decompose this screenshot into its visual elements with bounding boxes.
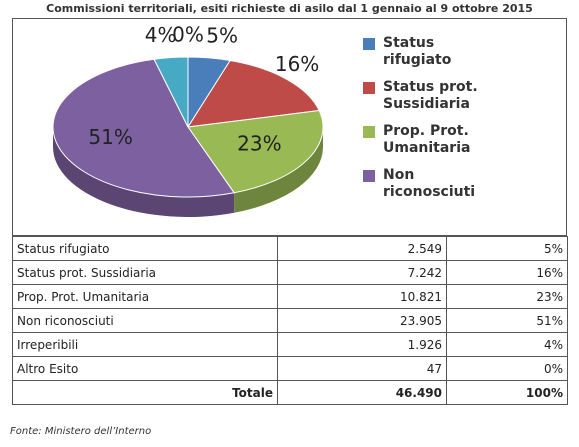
- slice-side: [53, 127, 235, 217]
- table: Status rifugiato 2.549 5% Status prot. Suss…: [12, 236, 568, 405]
- table-cell: 100%: [446, 380, 568, 405]
- legend-entry: Status prot. Sussidiaria: [363, 79, 553, 113]
- pie-chart: 5% 16% 23% 51% 4%0%: [52, 23, 324, 217]
- table-cell: 7.242: [277, 260, 447, 285]
- table-cell: 4%: [446, 332, 568, 357]
- table-cell: 23.905: [277, 308, 447, 333]
- legend-entry: Prop. Prot. Umanitaria: [363, 123, 553, 157]
- data-label: 51%: [88, 125, 132, 149]
- data-label: 5%: [206, 24, 238, 48]
- table-row: Prop. Prot. Umanitaria 10.821 23%: [12, 284, 568, 309]
- table-cell: 10.821: [277, 284, 447, 309]
- table-row: Status prot. Sussidiaria 7.242 16%: [12, 260, 568, 285]
- legend-label: Status prot. Sussidiaria: [383, 79, 478, 112]
- chart-box: 5% 16% 23% 51% 4% 0% Status rifugiato Status p…: [12, 18, 567, 236]
- slice: [187, 109, 324, 194]
- legend-swatch: [363, 38, 375, 50]
- table-row: Status rifugiato 2.549 5%: [12, 236, 568, 261]
- data-label: 23%: [237, 132, 281, 156]
- legend-label: Status rifugiato: [383, 35, 452, 68]
- legend-swatch: [363, 82, 375, 94]
- table-row: Non riconosciuti 23.905 51%: [12, 308, 568, 333]
- table-cell: 0%: [446, 356, 568, 381]
- slice-side: [234, 127, 323, 213]
- legend-swatch: [363, 126, 375, 138]
- table-cell: Status rifugiato: [12, 236, 278, 261]
- legend-entry: Status rifugiato: [363, 35, 553, 69]
- legend: Status rifugiato Status prot. Sussidiaria…: [363, 35, 553, 211]
- table-row: Totale 46.490 100%: [12, 380, 568, 405]
- table-row: Irreperibili 1.926 4%: [12, 332, 568, 357]
- table-cell: 5%: [446, 236, 568, 261]
- source: Fonte: Ministero dell’Interno: [10, 426, 152, 437]
- legend-label: Non riconosciuti: [383, 167, 476, 200]
- table-row: Altro Esito 47 0%: [12, 356, 568, 381]
- table-cell: 46.490: [277, 380, 447, 405]
- legend-label: Prop. Prot. Umanitaria: [383, 123, 471, 156]
- table-cell: Non riconosciuti: [12, 308, 278, 333]
- data-label: 4%: [145, 23, 177, 47]
- table-cell: Irreperibili: [12, 332, 278, 357]
- table-cell: Altro Esito: [12, 356, 278, 381]
- table-cell: Totale: [12, 380, 278, 405]
- table-cell: 16%: [446, 260, 568, 285]
- table-cell: 1.926: [277, 332, 447, 357]
- data-label: 0%: [172, 23, 204, 47]
- table-cell: 2.549: [277, 236, 447, 261]
- table-cell: 51%: [446, 308, 568, 333]
- table-cell: 23%: [446, 284, 568, 309]
- slice: [52, 58, 236, 198]
- slice: [187, 59, 320, 128]
- title: Commissioni territoriali, esiti richiest…: [46, 2, 533, 15]
- table-cell: Status prot. Sussidiaria: [12, 260, 278, 285]
- data-label: 16%: [275, 52, 319, 76]
- legend-swatch: [363, 170, 375, 182]
- legend-entry: Non riconosciuti: [363, 167, 553, 201]
- table-cell: Prop. Prot. Umanitaria: [12, 284, 278, 309]
- table-cell: 47: [277, 356, 447, 381]
